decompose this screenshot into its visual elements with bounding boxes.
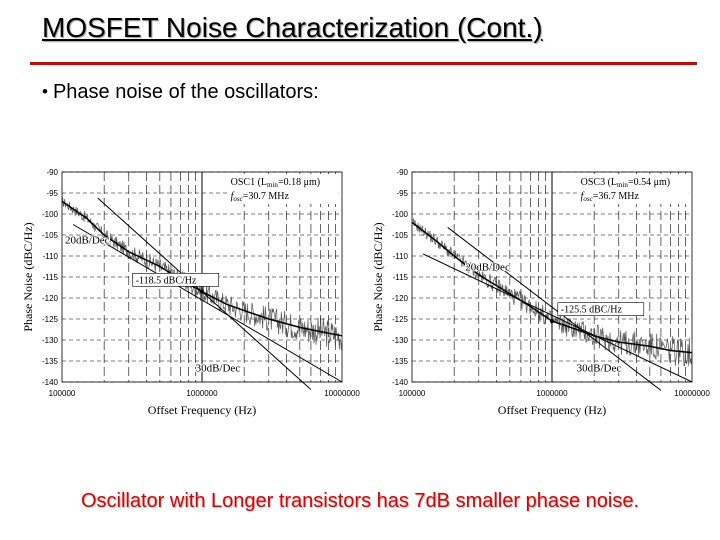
legend-f-sub: osc — [233, 195, 243, 203]
x-tick-label: 100000 — [399, 389, 426, 398]
y-tick-label: -125 — [42, 315, 59, 324]
y-tick-label: -100 — [42, 210, 59, 219]
y-tick-label: -130 — [392, 336, 409, 345]
slope-20db-label: 20dB/Dec — [65, 234, 110, 246]
y-tick-label: -90 — [396, 168, 408, 177]
y-tick-label: -90 — [46, 168, 58, 177]
slope-30db-line — [447, 227, 662, 391]
x-axis-label: Offset Frequency (Hz) — [498, 403, 606, 417]
x-tick-label: 100000 — [49, 389, 76, 398]
title-rule — [30, 62, 697, 65]
y-tick-label: -95 — [396, 189, 408, 198]
y-tick-label: -110 — [43, 252, 59, 261]
y-tick-label: -140 — [42, 378, 59, 387]
slope-30db-label: 30dB/Dec — [577, 363, 622, 375]
legend-lmin-label: (L — [608, 177, 617, 188]
slope-20db-label: 20dB/Dec — [465, 262, 510, 274]
legend-f-value: =36.7 MHz — [593, 191, 640, 202]
legend-f-line: fosc=30.7 MHz — [231, 191, 290, 203]
legend-f-sub: osc — [583, 195, 593, 203]
plot-svg-osc3: -90 -95 -100 -105 -110 -115 -120 -125 -130 -135 -1… — [371, 168, 710, 417]
y-tick-label: -115 — [43, 273, 59, 282]
slide-title: MOSFET Noise Characterization (Cont.) — [42, 12, 543, 43]
legend-f-label: f — [231, 191, 235, 202]
y-tick-label: -115 — [393, 273, 409, 282]
x-tick-label: 1000000 — [536, 389, 568, 398]
x-axis-label: Offset Frequency (Hz) — [148, 403, 256, 417]
legend-osc-name: OSC3 — [581, 177, 608, 188]
y-tick-label: -105 — [392, 231, 409, 240]
slope-30db-line — [97, 197, 312, 390]
legend-lmin-label: (L — [258, 177, 267, 188]
legend-f-label: f — [581, 191, 585, 202]
bullet-text: Phase noise of the oscillators: — [52, 81, 319, 103]
marker-label-box — [557, 302, 645, 316]
x-tick-label: 1000000 — [186, 389, 218, 398]
y-tick-label: -120 — [42, 294, 59, 303]
legend-box — [578, 174, 689, 204]
plot-svg-osc1: -90 -95 -100 -105 -110 -115 -120 -125 -130 -135 -1… — [21, 168, 360, 417]
legend-lmin-value: =0.18 μm) — [278, 177, 320, 188]
x-tick-label: 10000000 — [324, 389, 360, 398]
y-tick-label: -100 — [392, 210, 409, 219]
slope-20db-line — [72, 224, 343, 383]
x-tick-label: 10000000 — [674, 389, 710, 398]
legend-osc-name: OSC1 — [231, 177, 258, 188]
y-tick-label: -105 — [42, 231, 59, 240]
legend-lmin-value: =0.54 μm) — [628, 177, 670, 188]
marker-label: -118.5 dBC/Hz — [136, 275, 197, 286]
y-tick-label: -135 — [42, 357, 59, 366]
bullet-item: • Phase noise of the oscillators: — [42, 81, 319, 104]
y-tick-label: -110 — [393, 252, 409, 261]
y-tick-label: -120 — [392, 294, 409, 303]
marker-point — [550, 319, 554, 324]
phase-noise-plot-osc3: -90 -95 -100 -105 -110 -115 -120 -125 -130 -135 -1… — [370, 160, 710, 422]
y-tick-label: -140 — [392, 378, 409, 387]
legend-osc-line: OSC1 (Lmin=0.18 μm) — [231, 177, 320, 189]
y-tick-label: -125 — [392, 315, 409, 324]
y-tick-label: -130 — [42, 336, 59, 345]
legend-lmin-sub: min — [617, 181, 628, 189]
marker-label-box — [132, 273, 220, 287]
y-tick-label: -95 — [46, 189, 58, 198]
legend-osc-line: OSC3 (Lmin=0.54 μm) — [581, 177, 670, 189]
conclusion-caption: Oscillator with Longer transistors has 7… — [80, 490, 640, 512]
y-axis-label: Phase Noise (dBC/Hz) — [21, 222, 35, 331]
marker-label: -125.5 dBC/Hz — [561, 305, 623, 316]
slope-20db-line — [422, 253, 693, 383]
slope-30db-label: 30dB/Dec — [196, 363, 241, 375]
y-axis-label: Phase Noise (dBC/Hz) — [371, 222, 385, 331]
y-tick-label: -135 — [392, 357, 409, 366]
legend-f-value: =30.7 MHz — [243, 191, 290, 202]
legend-lmin-sub: min — [267, 181, 278, 189]
legend-f-line: fosc=36.7 MHz — [581, 191, 640, 203]
bullet-dot-icon: • — [42, 82, 48, 101]
legend-box — [228, 174, 339, 204]
phase-noise-plot-osc1: -90 -95 -100 -105 -110 -115 -120 -125 -130 -135 -1… — [20, 160, 360, 422]
